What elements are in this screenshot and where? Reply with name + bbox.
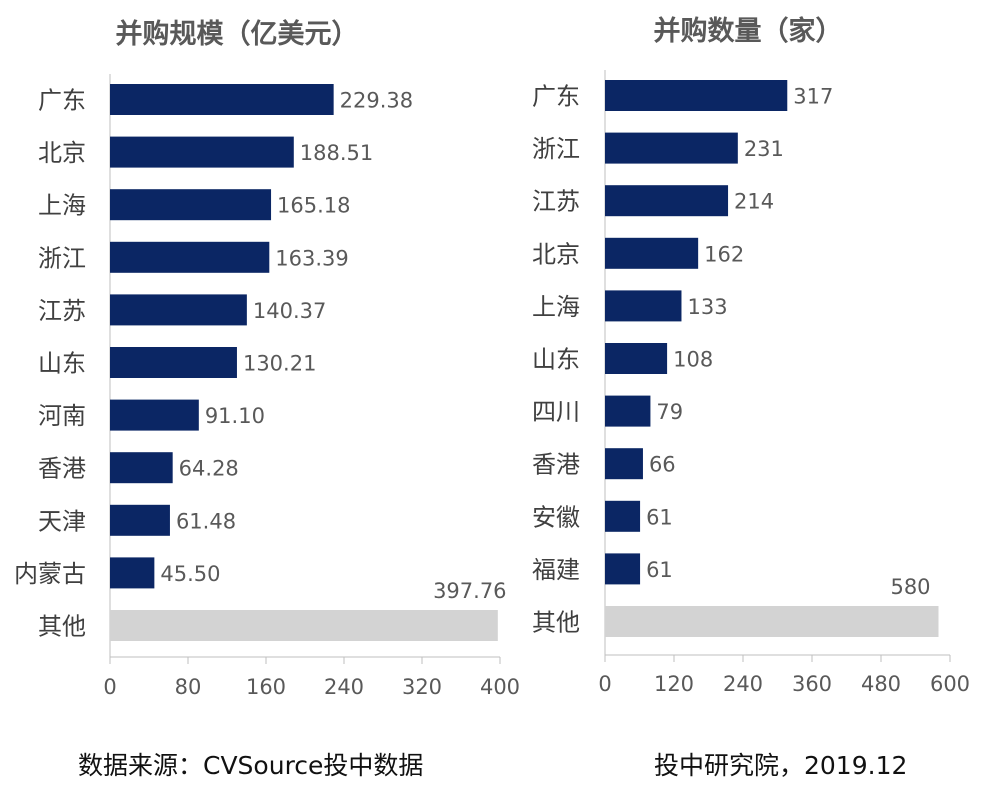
category-label-scale-7: 香港 (38, 455, 86, 483)
value-label-scale-1: 188.51 (300, 141, 373, 165)
category-label-scale-10: 其他 (38, 613, 86, 641)
bar-scale-3 (110, 241, 270, 273)
chart-title-scale: 并购规模（亿美元） (116, 18, 359, 50)
x-tick-label-scale-0: 0 (103, 675, 116, 699)
bar-count-6 (605, 395, 651, 427)
bar-count-2 (605, 185, 729, 217)
bar-count-8 (605, 500, 641, 532)
value-label-count-3: 162 (704, 242, 744, 266)
footer-source: 数据来源：CVSource投中数据 (78, 751, 423, 780)
category-label-scale-0: 广东 (38, 87, 86, 115)
bar-count-1 (605, 132, 738, 164)
bar-count-7 (605, 448, 643, 480)
category-label-count-4: 上海 (532, 293, 580, 321)
bar-scale-2 (110, 189, 272, 221)
chart-merger-scale: 并购规模（亿美元） 广东 229.38 北京 188.51 上海 165.18 浙江 163.… (14, 18, 520, 699)
bar-count-0 (605, 80, 788, 111)
x-tick-label-count-1: 120 (654, 672, 694, 696)
x-tick-label-scale-3: 240 (324, 675, 364, 699)
bar-scale-5 (110, 347, 237, 378)
category-label-count-3: 北京 (532, 240, 580, 268)
value-label-count-6: 79 (656, 400, 683, 424)
bar-scale-9 (110, 557, 155, 589)
x-tick-label-count-3: 360 (792, 672, 832, 696)
value-label-scale-4: 140.37 (253, 299, 326, 323)
category-label-count-6: 四川 (532, 398, 580, 426)
bar-scale-10 (110, 610, 498, 641)
x-tick-label-scale-4: 320 (402, 675, 442, 699)
value-label-count-10: 580 (890, 575, 930, 599)
x-tick-label-count-2: 240 (723, 672, 763, 696)
value-label-scale-10: 397.76 (433, 579, 506, 603)
value-label-count-0: 317 (793, 85, 833, 109)
bar-count-5 (605, 343, 668, 374)
category-label-scale-4: 江苏 (38, 297, 86, 325)
bar-scale-8 (110, 504, 170, 536)
x-tick-label-count-0: 0 (598, 672, 611, 696)
category-label-count-1: 浙江 (532, 135, 580, 163)
value-label-scale-8: 61.48 (176, 509, 236, 533)
category-label-count-8: 安徽 (532, 503, 580, 531)
value-label-scale-0: 229.38 (340, 89, 413, 113)
value-label-count-4: 133 (687, 295, 727, 319)
category-label-count-2: 江苏 (532, 188, 580, 216)
bar-count-10 (605, 606, 939, 637)
footer-credit: 投中研究院，2019.12 (654, 751, 907, 780)
category-label-count-9: 福建 (532, 556, 580, 584)
x-tick-label-scale-2: 160 (246, 675, 286, 699)
bar-scale-0 (110, 84, 334, 115)
category-label-scale-2: 上海 (38, 192, 86, 220)
chart-merger-count: 并购数量（家） 广东 317 浙江 231 江苏 214 北京 162 上海 133 山东 108 四川… (532, 15, 970, 696)
value-label-count-8: 61 (646, 505, 673, 529)
category-label-count-5: 山东 (532, 346, 580, 374)
value-label-scale-7: 64.28 (179, 457, 239, 481)
bar-count-9 (605, 553, 641, 585)
category-label-count-7: 香港 (532, 451, 580, 479)
category-label-scale-5: 山东 (38, 350, 86, 378)
value-label-count-9: 61 (646, 558, 673, 582)
category-label-scale-8: 天津 (38, 507, 86, 535)
value-label-count-1: 231 (744, 137, 784, 161)
x-tick-label-count-5: 600 (930, 672, 970, 696)
value-label-count-5: 108 (673, 348, 713, 372)
category-label-count-10: 其他 (532, 609, 580, 637)
bar-count-3 (605, 237, 699, 269)
bar-scale-6 (110, 399, 199, 431)
bar-scale-7 (110, 452, 173, 484)
value-label-scale-3: 163.39 (275, 246, 348, 270)
category-label-scale-1: 北京 (38, 139, 86, 167)
value-label-scale-9: 45.50 (160, 562, 220, 586)
x-tick-label-scale-5: 400 (480, 675, 520, 699)
value-label-scale-5: 130.21 (243, 352, 316, 376)
bar-scale-1 (110, 136, 294, 168)
bar-scale-4 (110, 294, 247, 326)
x-tick-label-scale-1: 80 (175, 675, 202, 699)
category-label-scale-9: 内蒙古 (14, 560, 86, 588)
bar-count-4 (605, 290, 682, 322)
x-tick-label-count-4: 480 (861, 672, 901, 696)
category-label-scale-3: 浙江 (38, 244, 86, 272)
value-label-scale-2: 165.18 (277, 194, 350, 218)
value-label-count-2: 214 (734, 190, 774, 214)
chart-title-count: 并购数量（家） (654, 15, 843, 47)
category-label-count-0: 广东 (532, 83, 580, 111)
category-label-scale-6: 河南 (38, 402, 86, 430)
value-label-count-7: 66 (649, 453, 676, 477)
value-label-scale-6: 91.10 (205, 404, 265, 428)
